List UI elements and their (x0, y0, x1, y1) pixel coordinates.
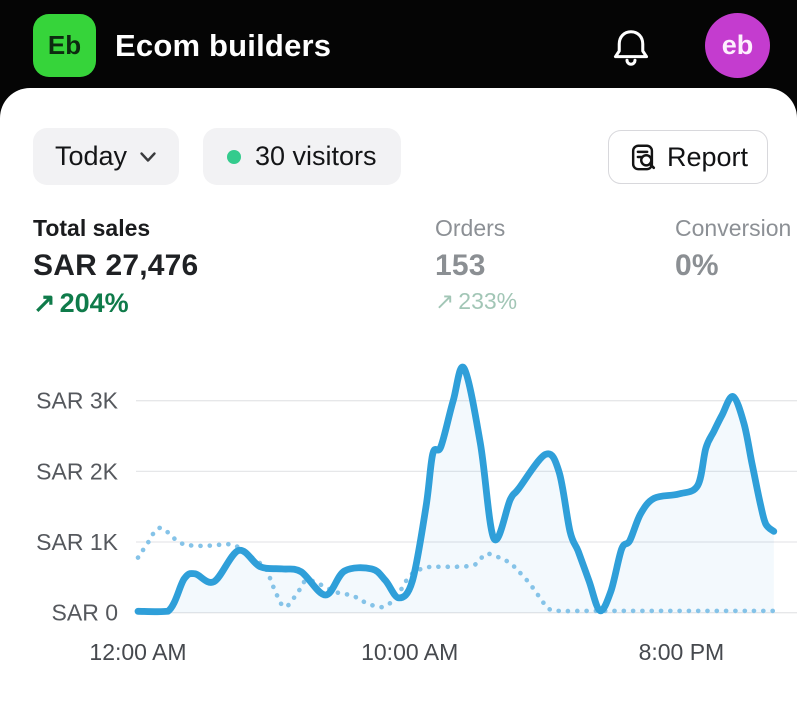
store-avatar[interactable]: Eb (33, 14, 96, 77)
user-avatar-initials: eb (721, 30, 754, 60)
metric-conversion: Conversion 0% (675, 214, 791, 283)
date-range-label: Today (55, 141, 128, 171)
metric-value: 153 (435, 249, 486, 282)
metric-value: 0% (675, 249, 719, 282)
chart-y-tick-label: SAR 0 (52, 600, 118, 626)
metric-label: Total sales (33, 215, 151, 241)
metric-label: Orders (435, 215, 506, 241)
metric-total-sales: Total sales SAR 27,476 ↗ 204% (33, 214, 198, 319)
content-sheet: Today 30 visitors Report Total sales SAR… (0, 88, 797, 705)
sales-chart-svg: SAR 0 SAR 1K SAR 2K SAR 3K 12:00 AM 10:00 AM 8… (36, 363, 797, 665)
metric-value: SAR 27,476 (33, 249, 199, 282)
metric-label: Conversion (675, 215, 792, 241)
user-avatar[interactable]: eb (705, 13, 770, 78)
chevron-down-icon (140, 151, 156, 162)
metrics-row: Total sales SAR 27,476 ↗ 204% Orders 153… (0, 214, 797, 324)
notifications-button[interactable] (601, 17, 661, 77)
metric-change: ↗ 233% (435, 288, 517, 315)
chart-x-tick-label: 10:00 AM (361, 639, 458, 665)
metric-orders: Orders 153 ↗ 233% (435, 214, 517, 315)
chart-y-tick-label: SAR 3K (36, 388, 118, 414)
live-visitors-label: 30 visitors (255, 141, 377, 171)
chart-x-tick-label: 8:00 PM (639, 639, 725, 665)
live-visitors-button[interactable]: 30 visitors (203, 128, 401, 185)
trend-up-arrow-icon: ↗ (33, 288, 56, 318)
report-icon (631, 144, 656, 171)
chart-y-tick-label: SAR 1K (36, 529, 118, 555)
metric-change-value: 233% (458, 288, 518, 314)
metric-change-value: 204% (59, 288, 129, 318)
sales-line (134, 363, 778, 616)
store-avatar-initials: Eb (47, 30, 82, 60)
chart-y-tick-label: SAR 2K (36, 458, 118, 484)
sales-area-fill (138, 367, 774, 613)
chart-x-tick-label: 12:00 AM (89, 639, 186, 665)
trend-up-arrow-icon: ↗ (435, 288, 455, 314)
report-button[interactable]: Report (608, 130, 768, 184)
sales-chart: SAR 0 SAR 1K SAR 2K SAR 3K 12:00 AM 10:00 AM 8… (0, 330, 797, 690)
report-label: Report (666, 141, 749, 172)
date-range-selector[interactable]: Today (33, 128, 180, 185)
live-visitors-dot (227, 149, 241, 164)
metric-change: ↗ 204% (33, 288, 198, 319)
store-name-title: Ecom builders (115, 28, 332, 63)
bell-icon (613, 30, 649, 66)
